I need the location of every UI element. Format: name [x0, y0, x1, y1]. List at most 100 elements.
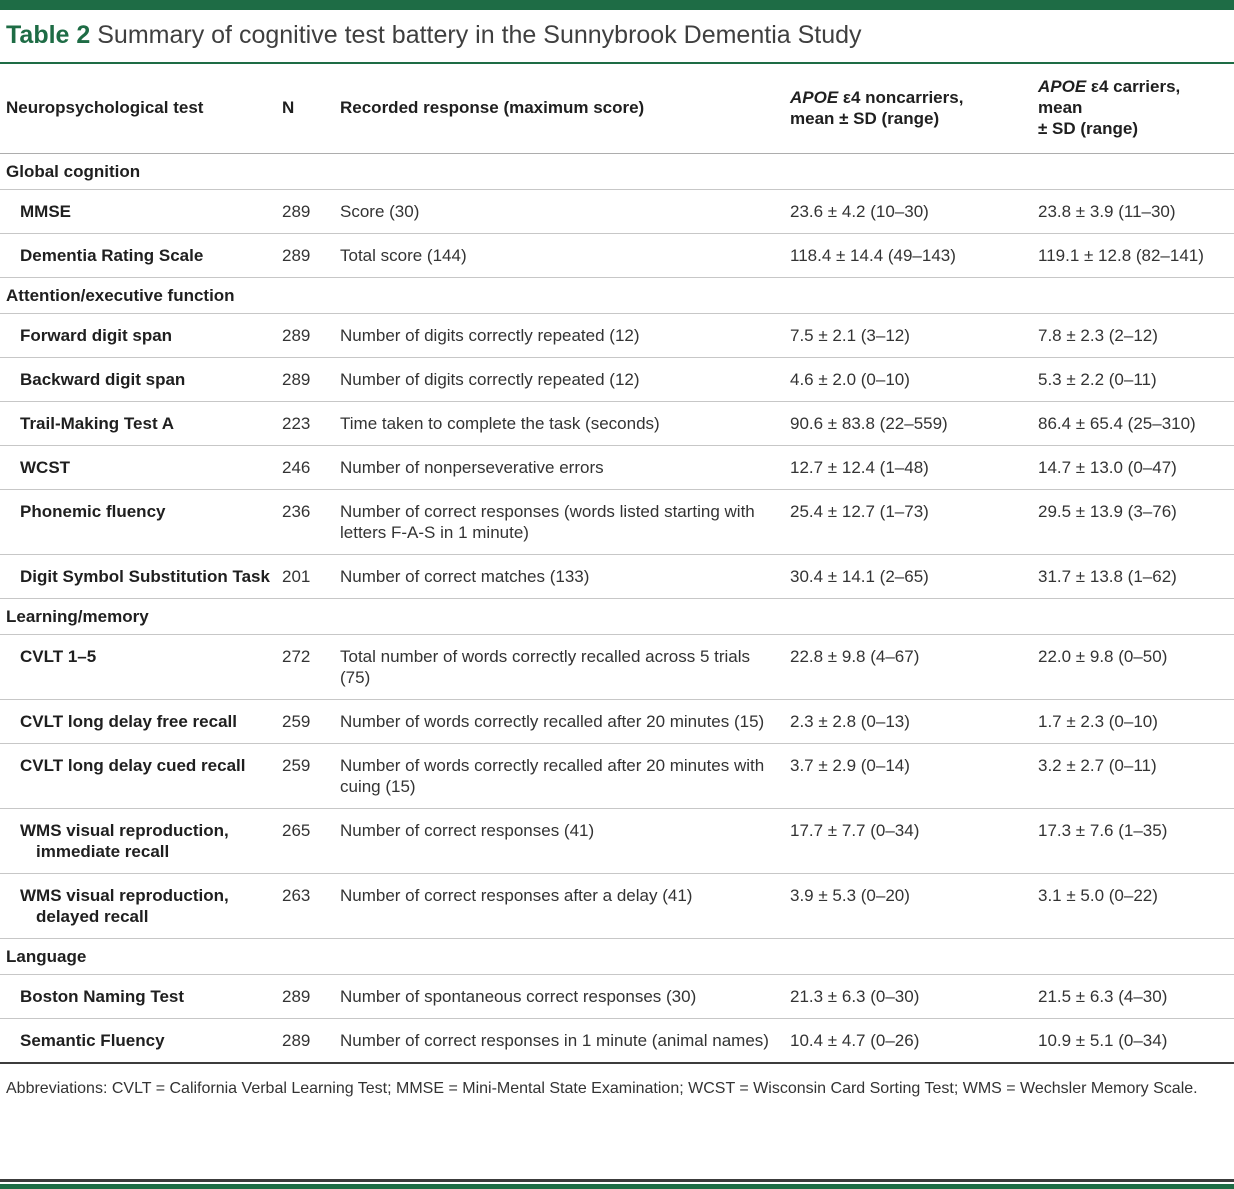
noncarriers-value: 12.7 ± 12.4 (1–48): [790, 445, 1038, 490]
noncarriers-value: 10.4 ± 4.7 (0–26): [790, 1018, 1038, 1064]
table-row: Backward digit span 289 Number of digits…: [0, 357, 1234, 402]
test-name: Digit Symbol Substitution Task: [0, 554, 282, 599]
carriers-value: 3.1 ± 5.0 (0–22): [1038, 873, 1234, 939]
noncarriers-value: 7.5 ± 2.1 (3–12): [790, 313, 1038, 358]
carriers-value: 17.3 ± 7.6 (1–35): [1038, 808, 1234, 874]
n-value: 259: [282, 743, 340, 809]
table-row: CVLT long delay free recall 259 Number o…: [0, 699, 1234, 744]
column-header-n: N: [282, 64, 340, 154]
noncarriers-value: 90.6 ± 83.8 (22–559): [790, 401, 1038, 446]
response-cell: Number of nonperseverative errors: [340, 445, 790, 490]
table-row: Boston Naming Test 289 Number of spontan…: [0, 974, 1234, 1019]
carriers-value: 5.3 ± 2.2 (0–11): [1038, 357, 1234, 402]
test-name: MMSE: [0, 189, 282, 234]
n-value: 289: [282, 1018, 340, 1064]
n-value: 289: [282, 313, 340, 358]
table-row: WCST 246 Number of nonperseverative erro…: [0, 445, 1234, 490]
n-value: 265: [282, 808, 340, 874]
page-title: Summary of cognitive test battery in the…: [97, 21, 862, 49]
test-name: Dementia Rating Scale: [0, 233, 282, 278]
table-row: Semantic Fluency 289 Number of correct r…: [0, 1018, 1234, 1064]
test-name: WMS visual reproduction, delayed recall: [0, 873, 282, 939]
table-row: Dementia Rating Scale 289 Total score (1…: [0, 233, 1234, 278]
test-name: CVLT long delay free recall: [0, 699, 282, 744]
noncarriers-value: 118.4 ± 14.4 (49–143): [790, 233, 1038, 278]
response-cell: Number of words correctly recalled after…: [340, 743, 790, 809]
table-label: Table 2: [6, 21, 91, 49]
table-row: CVLT 1–5 272 Total number of words corre…: [0, 634, 1234, 700]
n-value: 289: [282, 233, 340, 278]
response-cell: Number of correct responses after a dela…: [340, 873, 790, 939]
n-value: 259: [282, 699, 340, 744]
section-header-language: Language: [0, 938, 1234, 975]
carriers-value: 1.7 ± 2.3 (0–10): [1038, 699, 1234, 744]
n-value: 289: [282, 357, 340, 402]
n-value: 289: [282, 189, 340, 234]
table-caption: Table 2 Summary of cognitive test batter…: [0, 10, 1234, 62]
carriers-value: 29.5 ± 13.9 (3–76): [1038, 489, 1234, 555]
carriers-value: 23.8 ± 3.9 (11–30): [1038, 189, 1234, 234]
response-cell: Number of correct responses (41): [340, 808, 790, 874]
table-row: WMS visual reproduction, immediate recal…: [0, 808, 1234, 874]
table-row: CVLT long delay cued recall 259 Number o…: [0, 743, 1234, 809]
table-row: Phonemic fluency 236 Number of correct r…: [0, 489, 1234, 555]
bottom-rule: [0, 1179, 1234, 1182]
table-row: WMS visual reproduction, delayed recall …: [0, 873, 1234, 939]
response-cell: Number of words correctly recalled after…: [340, 699, 790, 744]
response-cell: Score (30): [340, 189, 790, 234]
section-header-learning-memory: Learning/memory: [0, 598, 1234, 635]
carriers-value: 10.9 ± 5.1 (0–34): [1038, 1018, 1234, 1064]
response-cell: Total score (144): [340, 233, 790, 278]
n-value: 223: [282, 401, 340, 446]
column-header-carriers: APOE ε4 carriers, mean ± SD (range): [1038, 64, 1234, 154]
top-accent-bar: [0, 0, 1234, 10]
carriers-value: 21.5 ± 6.3 (4–30): [1038, 974, 1234, 1019]
test-name: Phonemic fluency: [0, 489, 282, 555]
cognitive-test-table: Neuropsychological test N Recorded respo…: [0, 64, 1234, 1064]
test-name: CVLT 1–5: [0, 634, 282, 700]
carriers-value: 22.0 ± 9.8 (0–50): [1038, 634, 1234, 700]
response-cell: Number of digits correctly repeated (12): [340, 357, 790, 402]
test-name: CVLT long delay cued recall: [0, 743, 282, 809]
n-value: 263: [282, 873, 340, 939]
carriers-value: 31.7 ± 13.8 (1–62): [1038, 554, 1234, 599]
n-value: 272: [282, 634, 340, 700]
test-name: Semantic Fluency: [0, 1018, 282, 1064]
noncarriers-value: 2.3 ± 2.8 (0–13): [790, 699, 1038, 744]
noncarriers-value: 21.3 ± 6.3 (0–30): [790, 974, 1038, 1019]
n-value: 201: [282, 554, 340, 599]
table-row: Forward digit span 289 Number of digits …: [0, 313, 1234, 358]
response-cell: Time taken to complete the task (seconds…: [340, 401, 790, 446]
carriers-value: 14.7 ± 13.0 (0–47): [1038, 445, 1234, 490]
carriers-value: 3.2 ± 2.7 (0–11): [1038, 743, 1234, 809]
carriers-value: 86.4 ± 65.4 (25–310): [1038, 401, 1234, 446]
n-value: 246: [282, 445, 340, 490]
title-rule: [0, 62, 1234, 64]
apoe-gene-label: APOE: [1038, 77, 1087, 96]
response-cell: Number of correct matches (133): [340, 554, 790, 599]
test-name: WMS visual reproduction, immediate recal…: [0, 808, 282, 874]
noncarriers-value: 25.4 ± 12.7 (1–73): [790, 489, 1038, 555]
table-row: MMSE 289 Score (30) 23.6 ± 4.2 (10–30) 2…: [0, 189, 1234, 234]
column-header-test: Neuropsychological test: [0, 64, 282, 154]
noncarriers-value: 3.9 ± 5.3 (0–20): [790, 873, 1038, 939]
section-header-attention-executive: Attention/executive function: [0, 277, 1234, 314]
n-value: 236: [282, 489, 340, 555]
test-name: Trail-Making Test A: [0, 401, 282, 446]
n-value: 289: [282, 974, 340, 1019]
noncarriers-value: 4.6 ± 2.0 (0–10): [790, 357, 1038, 402]
apoe-gene-label: APOE: [790, 87, 839, 107]
noncarriers-value: 3.7 ± 2.9 (0–14): [790, 743, 1038, 809]
section-header-global-cognition: Global cognition: [0, 153, 1234, 190]
column-header-response: Recorded response (maximum score): [340, 64, 790, 154]
response-cell: Number of correct responses in 1 minute …: [340, 1018, 790, 1064]
response-cell: Total number of words correctly recalled…: [340, 634, 790, 700]
response-cell: Number of spontaneous correct responses …: [340, 974, 790, 1019]
noncarriers-value: 22.8 ± 9.8 (4–67): [790, 634, 1038, 700]
table-row: Trail-Making Test A 223 Time taken to co…: [0, 401, 1234, 446]
column-header-noncarriers: APOE ε4 noncarriers, mean ± SD (range): [790, 64, 1038, 154]
abbreviations-footnote: Abbreviations: CVLT = California Verbal …: [6, 1080, 1198, 1097]
test-name: Boston Naming Test: [0, 974, 282, 1019]
noncarriers-value: 30.4 ± 14.1 (2–65): [790, 554, 1038, 599]
test-name: Backward digit span: [0, 357, 282, 402]
